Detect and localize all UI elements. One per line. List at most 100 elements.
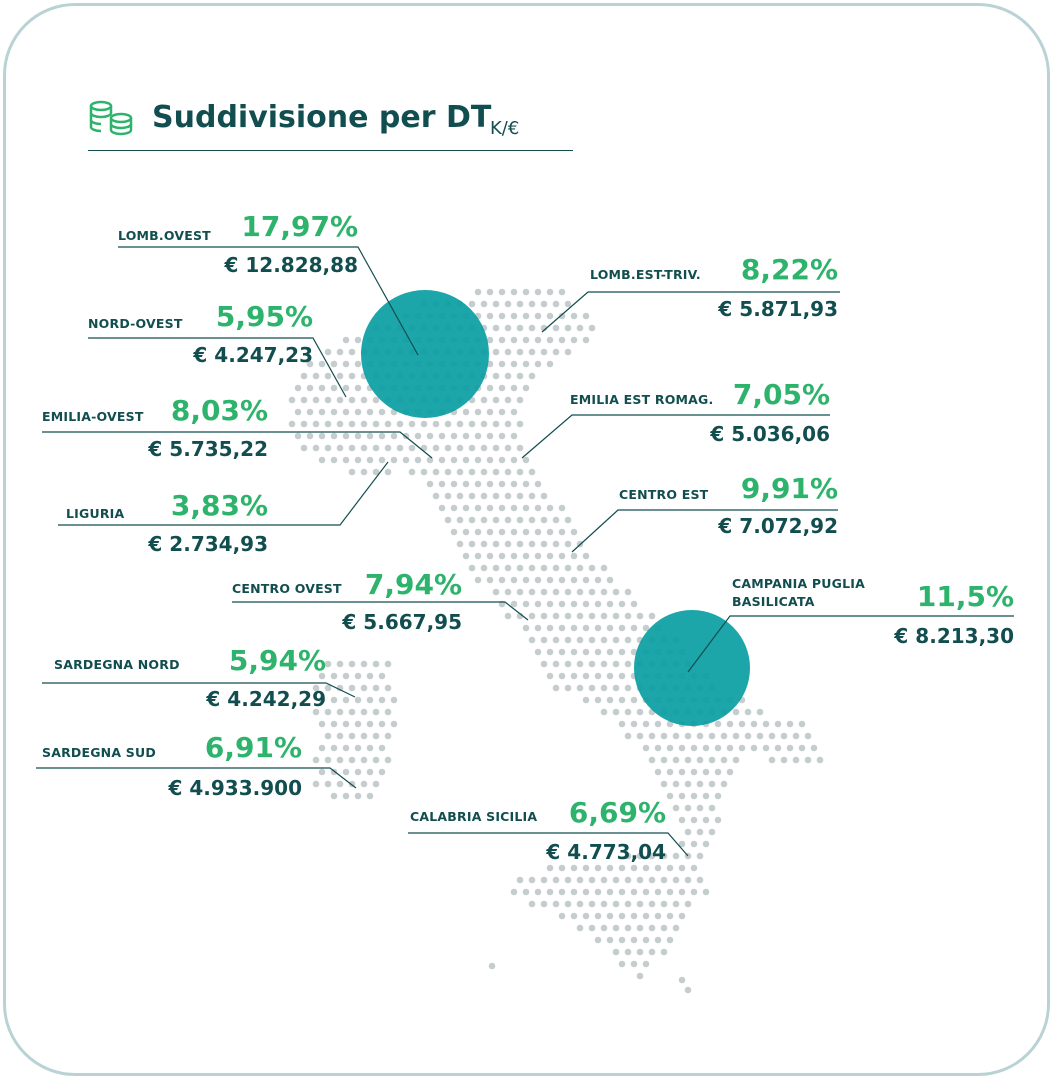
map-dot	[517, 517, 524, 524]
value-emilia-est-romag: € 5.036,06	[630, 422, 830, 446]
map-dot	[607, 889, 614, 896]
map-dot	[523, 505, 530, 512]
map-dot	[489, 963, 496, 970]
map-dot	[523, 313, 530, 320]
map-dot	[535, 289, 542, 296]
map-dot	[505, 541, 512, 548]
map-dot	[793, 757, 800, 764]
map-dot	[349, 349, 356, 356]
map-dot	[685, 829, 692, 836]
map-dot	[553, 901, 560, 908]
map-dot	[493, 301, 500, 308]
map-dot	[607, 865, 614, 872]
map-dot	[721, 757, 728, 764]
map-dot	[337, 757, 344, 764]
map-dot	[301, 397, 308, 404]
map-dot	[685, 901, 692, 908]
map-dot	[499, 529, 506, 536]
map-dot	[511, 505, 518, 512]
map-dot	[583, 577, 590, 584]
map-dot	[559, 337, 566, 344]
map-dot	[361, 421, 368, 428]
map-dot	[511, 529, 518, 536]
map-dot	[613, 685, 620, 692]
map-dot	[553, 565, 560, 572]
value-sardegna-sud: € 4.933.900	[102, 776, 302, 800]
map-dot	[625, 901, 632, 908]
map-dot	[667, 793, 674, 800]
map-dot	[517, 589, 524, 596]
value-sardegna-nord: € 4.242,29	[126, 687, 326, 711]
map-dot	[619, 937, 626, 944]
map-dot	[625, 709, 632, 716]
map-dot	[361, 445, 368, 452]
map-dot	[385, 709, 392, 716]
map-dot	[643, 865, 650, 872]
map-dot	[607, 913, 614, 920]
map-dot	[583, 553, 590, 560]
map-dot	[703, 817, 710, 824]
map-dot	[565, 637, 572, 644]
map-dot	[571, 865, 578, 872]
map-dot	[733, 733, 740, 740]
map-dot	[457, 421, 464, 428]
map-dot	[589, 565, 596, 572]
map-dot	[637, 973, 644, 980]
map-dot	[619, 601, 626, 608]
map-dot	[691, 817, 698, 824]
title-divider	[88, 150, 573, 151]
map-dot	[511, 457, 518, 464]
map-dot	[535, 529, 542, 536]
value-centro-ovest: € 5.667,95	[262, 610, 462, 634]
map-dot	[679, 817, 686, 824]
map-dot	[505, 325, 512, 332]
map-dot	[553, 589, 560, 596]
map-dot	[337, 733, 344, 740]
map-dot	[373, 757, 380, 764]
map-dot	[559, 601, 566, 608]
map-dot	[607, 625, 614, 632]
map-dot	[511, 385, 518, 392]
map-dot	[355, 793, 362, 800]
map-dot	[517, 493, 524, 500]
map-dot	[313, 373, 320, 380]
map-dot	[601, 877, 608, 884]
map-dot	[649, 925, 656, 932]
map-dot	[715, 793, 722, 800]
map-dot	[337, 709, 344, 716]
map-dot	[565, 589, 572, 596]
map-dot	[373, 781, 380, 788]
map-dot	[481, 493, 488, 500]
map-dot	[505, 517, 512, 524]
map-dot	[541, 901, 548, 908]
map-dot	[571, 913, 578, 920]
map-dot	[583, 865, 590, 872]
value-emilia-ovest: € 5.735,22	[68, 437, 268, 461]
map-dot	[745, 733, 752, 740]
map-dot	[511, 313, 518, 320]
map-dot	[475, 481, 482, 488]
map-dot	[475, 577, 482, 584]
map-dot	[517, 397, 524, 404]
map-dot	[547, 625, 554, 632]
map-dot	[313, 421, 320, 428]
map-dot	[559, 289, 566, 296]
highlight-circle-lomb-ovest	[361, 290, 489, 418]
map-dot	[571, 889, 578, 896]
pct-lomb-ovest: 17,97%	[208, 212, 358, 242]
map-dot	[799, 721, 806, 728]
map-dot	[361, 397, 368, 404]
map-dot	[577, 901, 584, 908]
map-dot	[325, 397, 332, 404]
value-lomb-ovest: € 12.828,88	[158, 253, 358, 277]
map-dot	[337, 397, 344, 404]
map-dot	[649, 901, 656, 908]
map-dot	[349, 373, 356, 380]
map-dot	[637, 949, 644, 956]
map-dot	[499, 433, 506, 440]
map-dot	[355, 769, 362, 776]
map-dot	[691, 865, 698, 872]
map-dot	[595, 889, 602, 896]
map-dot	[505, 373, 512, 380]
map-dot	[589, 877, 596, 884]
